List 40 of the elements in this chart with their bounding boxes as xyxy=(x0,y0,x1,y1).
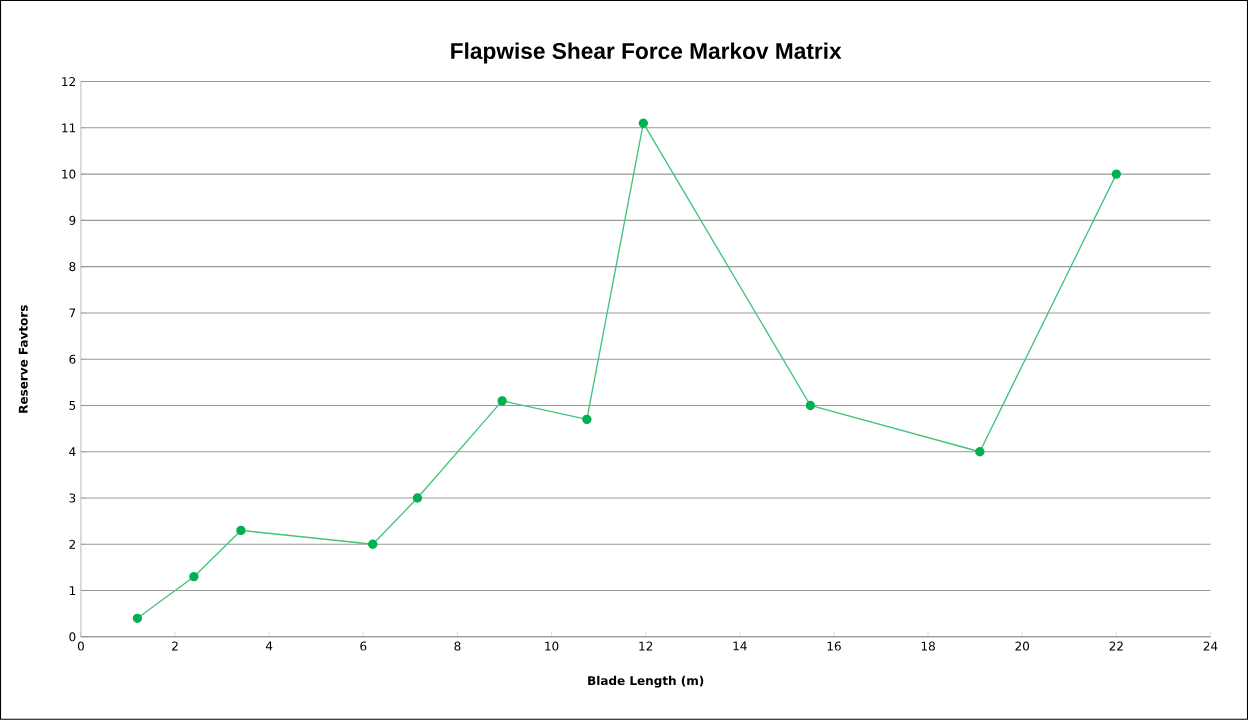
y-tick-label: 11 xyxy=(62,123,76,133)
chart-title: Flapwise Shear Force Markov Matrix xyxy=(451,42,842,64)
x-tick-label: 18 xyxy=(921,641,935,651)
point xyxy=(189,572,199,582)
y-tick-label: 5 xyxy=(69,401,76,411)
y-tick-label: 4 xyxy=(69,447,76,457)
x-tick-label: 4 xyxy=(265,641,273,651)
y-tick-label: 9 xyxy=(69,215,76,226)
y-tick-label: 10 xyxy=(62,169,76,179)
x-tick-label: 6 xyxy=(360,641,367,651)
point xyxy=(582,414,592,425)
y-tick-label: 12 xyxy=(62,77,75,87)
x-tick-label: 22 xyxy=(1109,641,1123,651)
point xyxy=(805,400,816,411)
point xyxy=(236,525,246,536)
point xyxy=(132,613,143,624)
x-tick-label: 10 xyxy=(545,641,559,651)
point xyxy=(368,539,378,550)
point xyxy=(412,493,423,503)
x-tick-label: 0 xyxy=(77,641,84,651)
x-tick-label: 2 xyxy=(172,641,178,651)
x-tick-label: 12 xyxy=(639,641,653,651)
x-tick-label: 20 xyxy=(1015,641,1030,651)
y-tick-label: 0 xyxy=(69,632,76,642)
point xyxy=(1111,169,1122,179)
y-tick-label: 7 xyxy=(69,308,76,318)
point xyxy=(497,396,507,406)
x-axis-title: Blade Length (m) xyxy=(588,675,704,688)
y-tick-label: 1 xyxy=(69,586,76,596)
x-tick-label: 16 xyxy=(827,641,841,651)
x-tick-label: 24 xyxy=(1203,641,1218,651)
x-tick-label: 14 xyxy=(733,641,747,651)
y-tick-label: 3 xyxy=(69,493,76,503)
y-tick-label: 8 xyxy=(69,262,76,272)
y-tick-label: 6 xyxy=(69,354,76,364)
x-tick-label: 8 xyxy=(454,641,461,651)
y-tick-label: 2 xyxy=(69,539,76,549)
point xyxy=(638,118,649,128)
point xyxy=(975,447,985,457)
y-axis-title: Reserve Favtors xyxy=(18,305,28,413)
